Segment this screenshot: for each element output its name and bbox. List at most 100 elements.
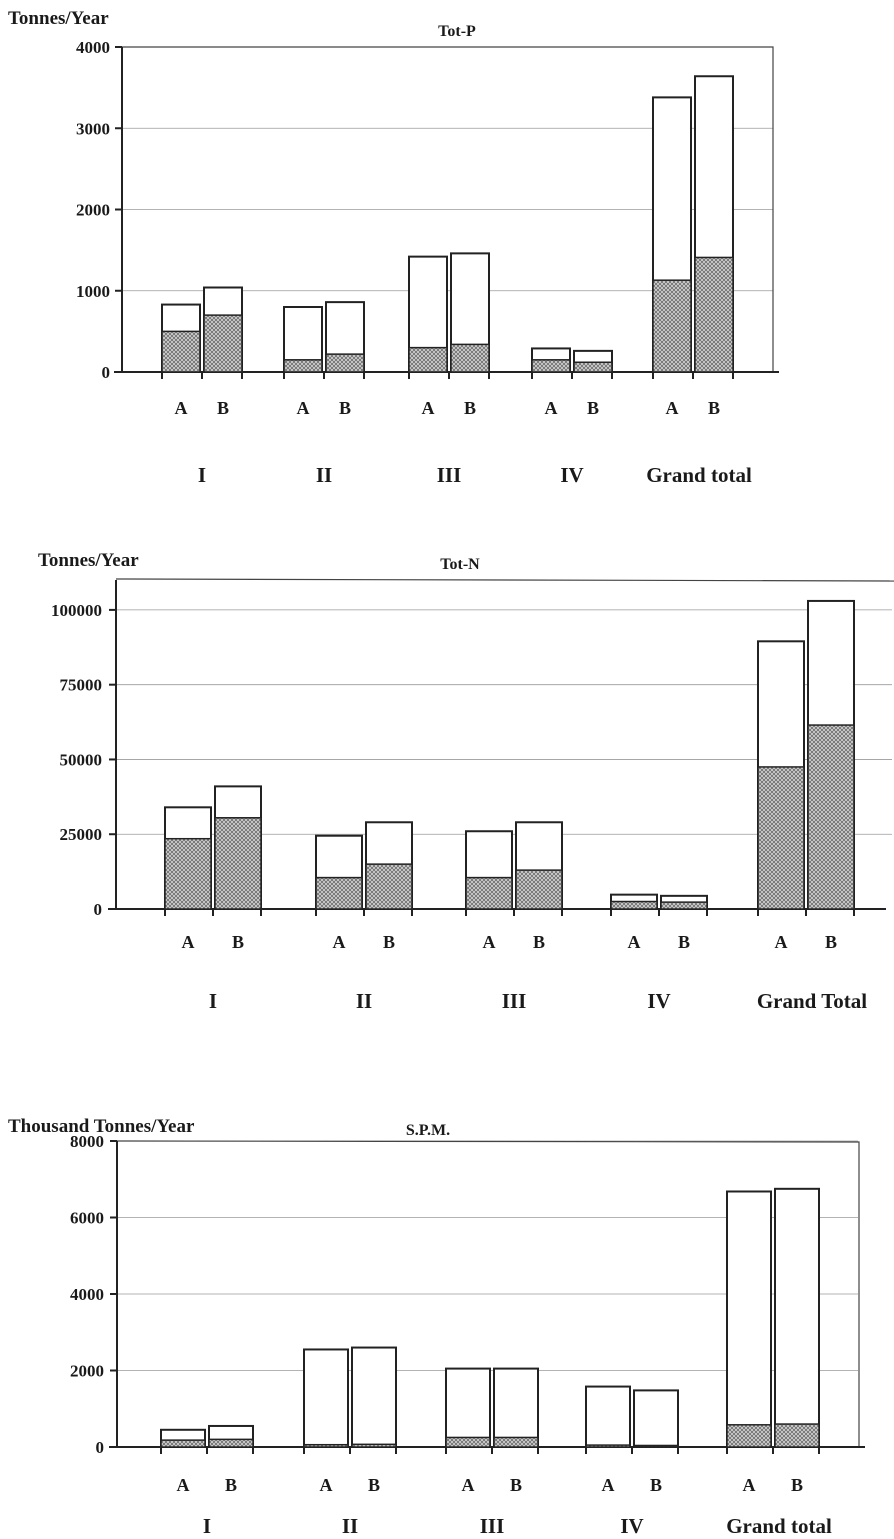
bar-total <box>493 1367 539 1449</box>
group-label: IV <box>647 989 670 1013</box>
bar-lower-part <box>652 279 692 373</box>
bar-label: B <box>225 1475 237 1495</box>
bar-label: B <box>678 932 690 952</box>
bar-label: B <box>825 932 837 952</box>
bar-lower-part <box>726 1424 772 1448</box>
bar-label: B <box>383 932 395 952</box>
bar-lower-part <box>325 353 365 373</box>
bar-lower-part <box>160 1439 206 1448</box>
bar-total <box>351 1346 397 1449</box>
bar-label: A <box>422 398 435 418</box>
bar-label: B <box>368 1475 380 1495</box>
y-tick-label: 25000 <box>60 825 103 844</box>
bar-total <box>445 1367 491 1449</box>
y-tick-label: 100000 <box>51 601 102 620</box>
group-label: I <box>203 1514 211 1538</box>
bar-lower-part <box>757 766 805 910</box>
y-axis-title: Tonnes/Year <box>8 8 109 29</box>
y-tick-label: 0 <box>102 363 111 382</box>
bar-label: A <box>175 398 188 418</box>
y-tick-label: 4000 <box>76 38 110 57</box>
y-tick-label: 75000 <box>60 676 103 695</box>
bar-total <box>303 1348 349 1449</box>
bar-lower-part <box>303 1443 349 1448</box>
bar-label: A <box>483 932 496 952</box>
bar-label: B <box>708 398 720 418</box>
bar-lower-part <box>208 1438 254 1448</box>
chart-title: S.P.M. <box>406 1122 450 1139</box>
chart-title: Tot-P <box>438 23 476 40</box>
bar-lower-part <box>450 343 490 373</box>
bar-label: B <box>587 398 599 418</box>
bar-total <box>774 1187 820 1448</box>
bar-lower-part <box>203 314 243 373</box>
bar-lower-part <box>465 876 513 910</box>
bar-label: B <box>464 398 476 418</box>
bar-lower-part <box>694 256 734 373</box>
bar-lower-part <box>408 346 448 373</box>
bar-label: B <box>533 932 545 952</box>
y-tick-label: 6000 <box>70 1209 104 1228</box>
plot-frame <box>115 578 894 582</box>
group-label: IV <box>620 1514 643 1538</box>
group-label: Grand Total <box>757 989 867 1013</box>
bar-label: B <box>339 398 351 418</box>
group-label: III <box>437 463 462 487</box>
bar-lower-part <box>351 1443 397 1448</box>
plot-frame <box>116 1140 860 1447</box>
y-tick-label: 8000 <box>70 1132 104 1151</box>
bar-total <box>726 1190 772 1448</box>
group-label: I <box>198 463 206 487</box>
plot-frame <box>122 46 774 372</box>
bar-lower-part <box>164 837 212 910</box>
bar-label: A <box>177 1475 190 1495</box>
y-axis-title: Tonnes/Year <box>38 550 139 571</box>
bar-lower-part <box>585 1444 631 1448</box>
bar-label: B <box>510 1475 522 1495</box>
y-tick-label: 1000 <box>76 282 110 301</box>
bar-label: A <box>182 932 195 952</box>
bar-label: B <box>791 1475 803 1495</box>
bar-label: A <box>545 398 558 418</box>
y-tick-label: 4000 <box>70 1285 104 1304</box>
bar-lower-part <box>315 876 363 910</box>
y-tick-label: 50000 <box>60 750 103 769</box>
bar-lower-part <box>774 1423 820 1448</box>
y-tick-label: 3000 <box>76 119 110 138</box>
group-label: III <box>480 1514 505 1538</box>
bar-lower-part <box>573 361 613 373</box>
bar-label: B <box>217 398 229 418</box>
group-label: Grand total <box>646 463 752 487</box>
group-label: II <box>356 989 372 1013</box>
bar-lower-part <box>660 901 708 910</box>
bar-lower-part <box>515 869 563 910</box>
bar-label: B <box>232 932 244 952</box>
bar-lower-part <box>214 817 262 910</box>
bar-label: A <box>333 932 346 952</box>
bar-label: A <box>666 398 679 418</box>
bar-lower-part <box>283 359 323 373</box>
bar-total <box>585 1385 631 1448</box>
bar-lower-part <box>365 863 413 910</box>
y-tick-label: 2000 <box>76 201 110 220</box>
chart-title: Tot-N <box>440 556 480 573</box>
bar-total <box>633 1389 679 1449</box>
group-label: Grand total <box>726 1514 832 1538</box>
y-tick-label: 0 <box>94 900 103 919</box>
bar-label: A <box>743 1475 756 1495</box>
bar-lower-part <box>161 330 201 373</box>
bar-lower-part <box>633 1444 679 1448</box>
bar-lower-part <box>445 1436 491 1448</box>
bar-label: A <box>775 932 788 952</box>
bar-label: B <box>650 1475 662 1495</box>
group-label: IV <box>560 463 583 487</box>
y-axis-title: Thousand Tonnes/Year <box>8 1116 195 1137</box>
group-label: II <box>342 1514 358 1538</box>
bar-label: A <box>297 398 310 418</box>
bar-lower-part <box>807 724 855 910</box>
group-label: III <box>502 989 527 1013</box>
bar-lower-part <box>531 359 571 373</box>
group-label: II <box>316 463 332 487</box>
bar-label: A <box>602 1475 615 1495</box>
